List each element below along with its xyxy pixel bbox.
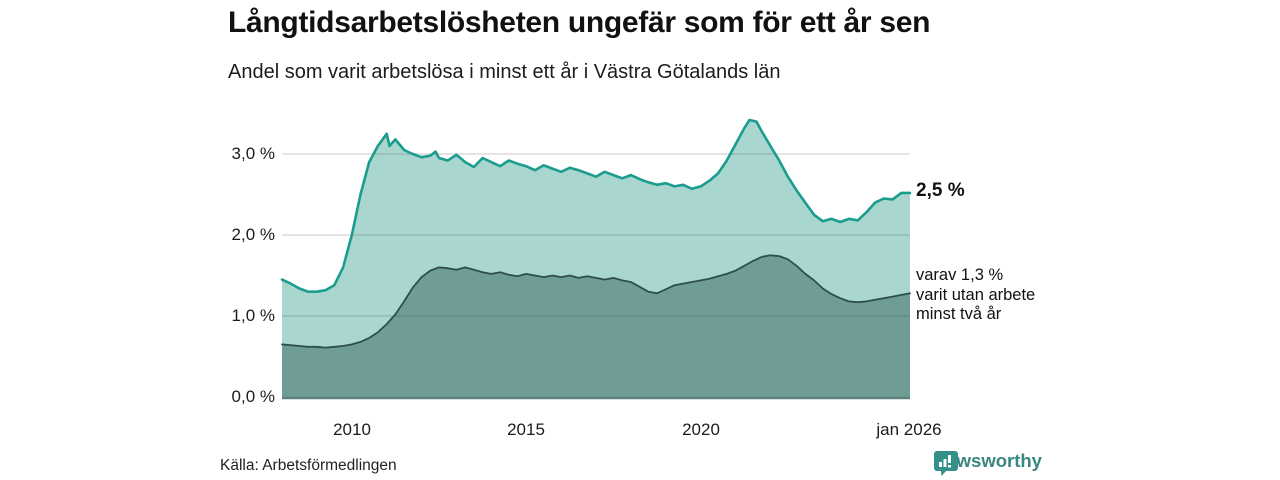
annotation-current-total: 2,5 %	[916, 180, 965, 201]
annotation-two-year-line2: varit utan arbete	[916, 285, 1036, 304]
newsworthy-brand-name: Newsworthy	[933, 450, 1042, 471]
annotation-two-year-line3: minst två år	[916, 305, 1002, 323]
area-two-year-unemployed	[282, 255, 910, 397]
line-two-year-unemployed	[281, 254, 911, 349]
line-total-unemployed	[280, 118, 912, 293]
chart-subtitle: Andel som varit arbetslösa i minst ett å…	[228, 61, 781, 83]
y-tick-2: 2,0 %	[231, 225, 275, 244]
newsworthy-brand: Newsworthy	[933, 450, 1042, 476]
gridlines	[282, 153, 910, 317]
chart-title: Långtidsarbetslösheten ungefär som för e…	[228, 6, 931, 39]
newsworthy-logo-icon	[934, 451, 958, 476]
x-tick-jan-2026: jan 2026	[876, 420, 942, 439]
x-tick-2015: 2015	[507, 420, 545, 439]
annotation-two-year: varav 1,3 % varit utan arbete minst två …	[916, 266, 1035, 325]
source-caption: Källa: Arbetsförmedlingen	[220, 457, 397, 474]
x-tick-2020: 2020	[682, 420, 720, 439]
y-tick-3: 3,0 %	[231, 144, 275, 163]
y-tick-0: 0,0 %	[231, 387, 275, 406]
annotation-two-year-line1: varav 1,3 %	[916, 266, 1004, 284]
y-tick-1: 1,0 %	[231, 306, 275, 325]
x-tick-2010: 2010	[333, 420, 371, 439]
